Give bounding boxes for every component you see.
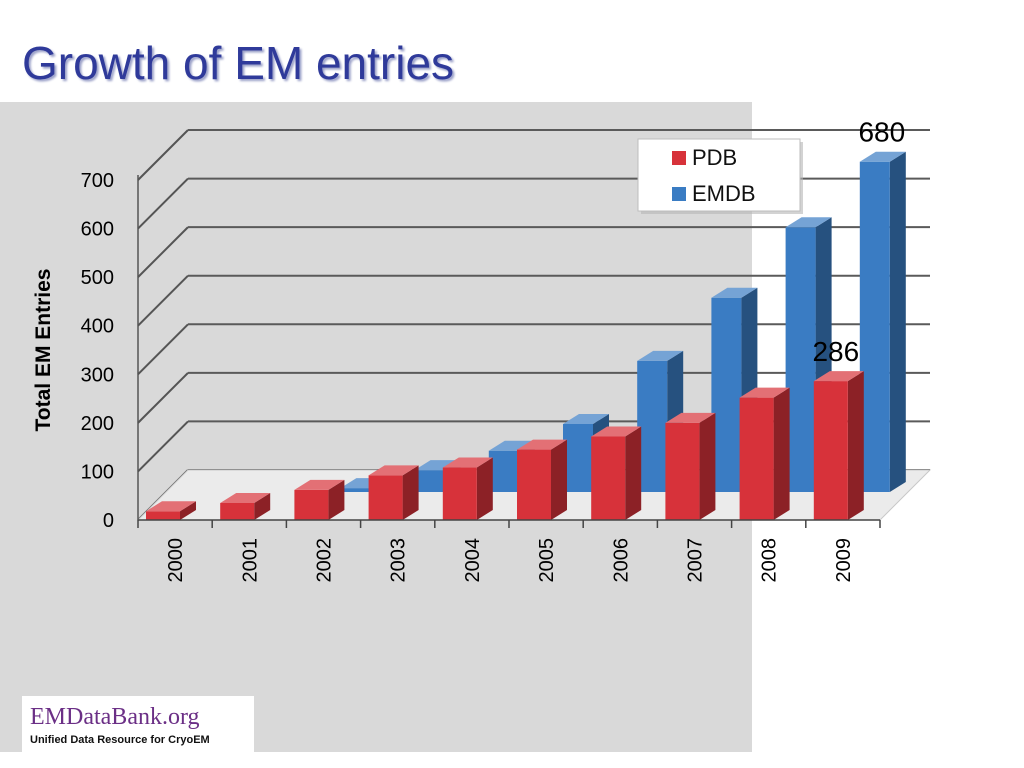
x-tick-label: 2003 — [388, 538, 410, 583]
emdatabank-logo: EMDataBank.org Unified Data Resource for… — [22, 696, 254, 752]
bar-pdb-2007 — [665, 412, 716, 520]
data-label-emdb-2009: 680 — [858, 117, 905, 148]
y-tick-label: 400 — [81, 316, 114, 338]
x-tick-label: 2006 — [610, 538, 632, 583]
bar-pdb-2001 — [220, 493, 271, 520]
gridline-side — [137, 323, 189, 375]
x-tick-label: 2004 — [462, 538, 484, 583]
gridline-side — [137, 420, 189, 473]
y-tick-label: 600 — [81, 219, 114, 241]
gridline-side — [137, 275, 189, 327]
legend-box: PDB EMDB — [637, 138, 803, 214]
bar-pdb-2008 — [739, 387, 790, 520]
y-tick-label: 0 — [103, 510, 114, 532]
legend-label-pdb: PDB — [692, 145, 737, 170]
chart-data-labels: 286 680 — [812, 117, 905, 367]
gridline-side — [137, 372, 189, 424]
bar-pdb-2006 — [591, 426, 642, 520]
x-tick-label: 2000 — [165, 538, 187, 583]
bar-emdb-2009 — [859, 151, 906, 492]
bar-pdb-2004 — [442, 457, 493, 520]
bar-pdb-2000 — [146, 501, 196, 520]
gridline-side — [137, 226, 189, 278]
y-tick-label: 500 — [81, 267, 114, 289]
x-tick-label: 2009 — [833, 538, 855, 583]
legend-swatch-pdb — [672, 151, 686, 165]
bar-pdb-2002 — [294, 479, 345, 520]
bar-pdb-2003 — [368, 465, 419, 520]
y-tick-label: 300 — [81, 364, 114, 386]
bar-pdb-2009 — [813, 371, 864, 520]
chart-axes: 0 100 200 300 400 500 600 700 2000 2001 2002 2003 20… — [32, 170, 881, 583]
x-tick-label: 2007 — [685, 538, 707, 583]
chart-legend: PDB EMDB — [637, 138, 803, 214]
x-tick-label: 2002 — [314, 538, 336, 583]
y-tick-label: 700 — [81, 170, 114, 192]
legend-swatch-emdb — [672, 187, 686, 201]
x-tick-label: 2008 — [759, 538, 781, 583]
slide-title: Growth of EM entries — [22, 37, 455, 89]
gridline-side — [137, 129, 189, 181]
x-tick-label: 2005 — [536, 538, 558, 583]
y-tick-label: 200 — [81, 413, 114, 435]
bar-pdb-2005 — [517, 439, 567, 520]
y-axis-title: Total EM Entries — [32, 269, 55, 432]
y-tick-label: 100 — [81, 461, 114, 483]
data-label-pdb-2009: 286 — [812, 336, 859, 367]
x-tick-label: 2001 — [239, 538, 261, 583]
logo-name: EMDataBank.org — [30, 704, 200, 730]
chart-bars — [146, 151, 906, 520]
logo-tagline: Unified Data Resource for CryoEM — [30, 734, 210, 746]
gridline-side — [137, 177, 189, 230]
legend-label-emdb: EMDB — [692, 181, 756, 206]
